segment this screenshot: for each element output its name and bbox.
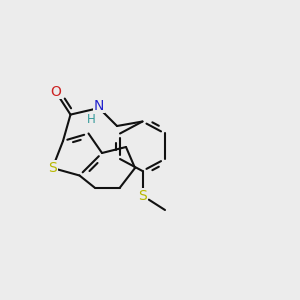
Text: N: N bbox=[94, 99, 104, 112]
Text: S: S bbox=[138, 189, 147, 202]
Text: H: H bbox=[87, 113, 96, 126]
Text: S: S bbox=[48, 161, 57, 175]
Text: O: O bbox=[50, 85, 61, 98]
